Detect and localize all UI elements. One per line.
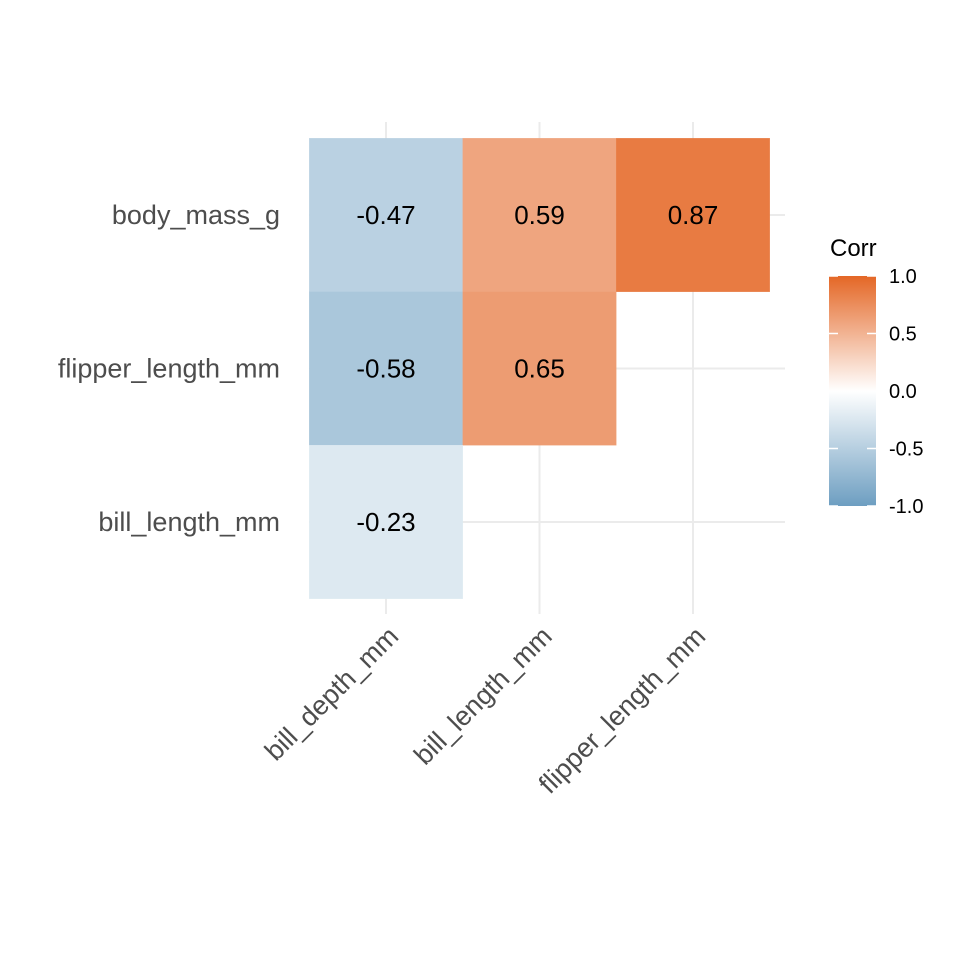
cell-label-2: 0.87 <box>668 200 719 230</box>
legend-tick-label-4: -1.0 <box>889 496 923 518</box>
heatmap-tile-0 <box>309 138 463 292</box>
legend-title: Corr <box>830 235 877 262</box>
cell-label-1: 0.59 <box>514 200 565 230</box>
cell-label-0: -0.47 <box>356 200 415 230</box>
cell-label-3: -0.58 <box>356 354 415 384</box>
cell-label-4: 0.65 <box>514 354 565 384</box>
heatmap-tile-2 <box>616 138 770 292</box>
y-axis: body_mass_g flipper_length_mm bill_length_… <box>58 200 280 537</box>
y-tick-label-0: body_mass_g <box>112 200 280 230</box>
legend-tick-label-2: 0.0 <box>889 381 917 403</box>
y-tick-label-2: bill_length_mm <box>98 507 280 537</box>
heatmap-tile-5 <box>309 445 463 599</box>
x-tick-label-1: bill_length_mm <box>408 621 558 771</box>
x-tick-label-0: bill_depth_mm <box>259 621 404 766</box>
x-tick-label-2: flipper_length_mm <box>533 621 711 799</box>
legend-tick-label-0: 1.0 <box>889 266 917 288</box>
cell-label-5: -0.23 <box>356 507 415 537</box>
legend-tick-label-3: -0.5 <box>889 439 923 461</box>
cell-value-labels: -0.47 0.59 0.87 -0.58 0.65 -0.23 <box>356 200 718 537</box>
heatmap-tile-4 <box>462 291 617 446</box>
x-axis: bill_depth_mm bill_length_mmflipper_lengt… <box>259 621 711 799</box>
legend-ticks: 1.0 0.5 0.0 -0.5 -1.0 <box>829 266 923 518</box>
legend: Corr 1.0 0.5 0.0 -0.5 -1.0 <box>829 235 923 518</box>
legend-tick-label-1: 0.5 <box>889 324 917 346</box>
y-tick-label-1: flipper_length_mm <box>58 354 280 384</box>
heatmap-tile-3 <box>309 291 463 446</box>
heatmap-tiles <box>309 138 770 599</box>
